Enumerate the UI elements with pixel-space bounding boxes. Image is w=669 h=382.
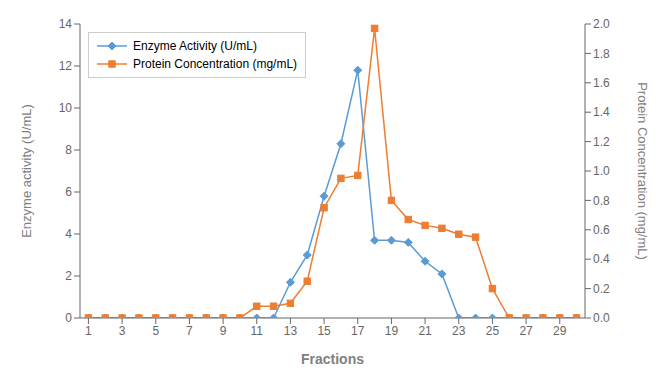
svg-text:0.6: 0.6	[593, 223, 610, 237]
svg-text:1.0: 1.0	[593, 164, 610, 178]
svg-text:27: 27	[519, 324, 533, 338]
svg-text:5: 5	[152, 324, 159, 338]
svg-text:25: 25	[486, 324, 500, 338]
svg-text:12: 12	[59, 59, 73, 73]
svg-text:6: 6	[65, 185, 72, 199]
svg-text:Protein Concentration (mg/mL): Protein Concentration (mg/mL)	[635, 82, 650, 260]
svg-text:Enzyme activity (U/mL): Enzyme activity (U/mL)	[19, 104, 34, 238]
svg-text:29: 29	[553, 324, 567, 338]
svg-text:1.2: 1.2	[593, 135, 610, 149]
html-text:Enzyme Activity (U/mL): Enzyme Activity (U/mL)	[133, 39, 257, 53]
svg-text:1.4: 1.4	[593, 105, 610, 119]
svg-text:Fractions: Fractions	[301, 351, 364, 367]
svg-text:2.0: 2.0	[593, 17, 610, 31]
svg-text:0.0: 0.0	[593, 311, 610, 325]
html-text:Protein Concentration (mg/mL): Protein Concentration (mg/mL)	[133, 57, 298, 71]
svg-text:8: 8	[65, 143, 72, 157]
svg-text:1.6: 1.6	[593, 76, 610, 90]
svg-text:1: 1	[85, 324, 92, 338]
svg-text:2: 2	[65, 269, 72, 283]
svg-text:13: 13	[284, 324, 298, 338]
svg-text:7: 7	[186, 324, 193, 338]
svg-text:10: 10	[59, 101, 73, 115]
svg-text:14: 14	[59, 17, 73, 31]
svg-text:23: 23	[452, 324, 466, 338]
svg-text:1.8: 1.8	[593, 47, 610, 61]
svg-text:21: 21	[418, 324, 432, 338]
svg-text:4: 4	[65, 227, 72, 241]
svg-text:0.8: 0.8	[593, 194, 610, 208]
svg-text:0.4: 0.4	[593, 252, 610, 266]
svg-text:11: 11	[251, 324, 264, 338]
svg-text:17: 17	[351, 324, 365, 338]
svg-text:15: 15	[317, 324, 331, 338]
svg-text:0.2: 0.2	[593, 282, 610, 296]
svg-text:0: 0	[65, 311, 72, 325]
svg-text:3: 3	[119, 324, 126, 338]
svg-text:9: 9	[220, 324, 227, 338]
svg-text:19: 19	[385, 324, 399, 338]
